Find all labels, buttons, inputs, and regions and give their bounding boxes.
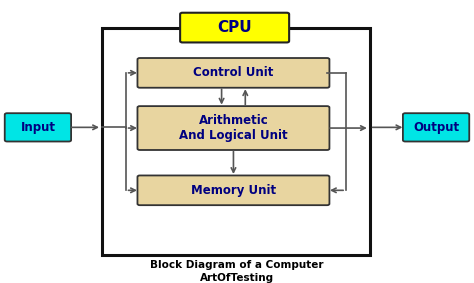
Bar — [102, 28, 370, 255]
FancyBboxPatch shape — [403, 113, 469, 142]
FancyBboxPatch shape — [5, 113, 71, 142]
Text: Arithmetic
And Logical Unit: Arithmetic And Logical Unit — [179, 114, 288, 142]
FancyBboxPatch shape — [180, 13, 289, 42]
Text: Input: Input — [20, 121, 55, 134]
Text: Block Diagram of a Computer: Block Diagram of a Computer — [150, 260, 324, 271]
Text: Output: Output — [413, 121, 459, 134]
FancyBboxPatch shape — [137, 106, 329, 150]
Text: Control Unit: Control Unit — [193, 67, 273, 79]
Text: Memory Unit: Memory Unit — [191, 184, 276, 197]
Text: CPU: CPU — [217, 20, 252, 35]
FancyBboxPatch shape — [137, 58, 329, 88]
FancyBboxPatch shape — [137, 175, 329, 205]
Text: ArtOfTesting: ArtOfTesting — [200, 273, 274, 283]
